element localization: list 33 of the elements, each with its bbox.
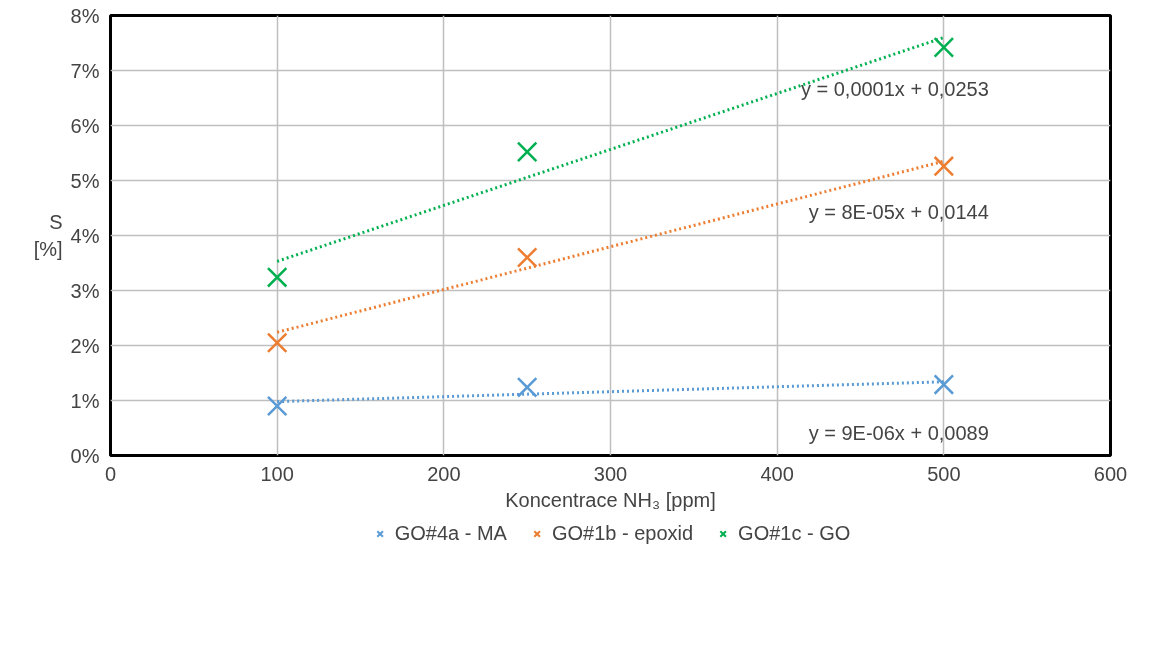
point xyxy=(266,332,288,354)
point xyxy=(266,266,288,288)
point xyxy=(516,376,538,398)
x-axis-title: Koncentrace NH₃ [ppm] xyxy=(505,488,716,511)
y-tick-label: 4% xyxy=(70,224,100,247)
x-tick-label: 400 xyxy=(760,462,794,485)
x-tick-label: 200 xyxy=(427,462,461,485)
y-tick-label: 1% xyxy=(70,389,100,412)
legend-label: GO#1b - epoxid xyxy=(551,521,694,545)
point xyxy=(933,36,955,58)
y-tick-label: 0% xyxy=(70,444,100,467)
point xyxy=(933,155,955,177)
y-axis-title: S [%] xyxy=(33,211,63,260)
annotation: y = 8E-05x + 0,0144 xyxy=(808,201,989,224)
point xyxy=(516,141,538,163)
y-tick-label: 2% xyxy=(70,334,100,357)
x-tick-label: 100 xyxy=(260,462,294,485)
y-tick-label: 5% xyxy=(70,169,100,192)
point xyxy=(516,247,538,268)
y-tick-label: 6% xyxy=(70,114,100,137)
x-tick-label: 0 xyxy=(104,462,117,485)
annotation: y = 0,0001x + 0,0253 xyxy=(800,77,989,100)
annotation: y = 9E-06x + 0,0089 xyxy=(808,421,989,444)
legend-label: GO#4a - MA xyxy=(394,521,507,545)
y-tick-label: 3% xyxy=(70,279,100,302)
x-tick-label: 600 xyxy=(1093,462,1128,485)
point xyxy=(266,395,288,417)
y-tick-label: 8% xyxy=(70,4,100,27)
x-tick-label: 300 xyxy=(593,462,628,485)
point xyxy=(933,374,955,395)
y-tick-label: 7% xyxy=(70,59,100,82)
legend-label: GO#1c - GO xyxy=(738,521,851,545)
x-tick-label: 500 xyxy=(927,462,961,485)
